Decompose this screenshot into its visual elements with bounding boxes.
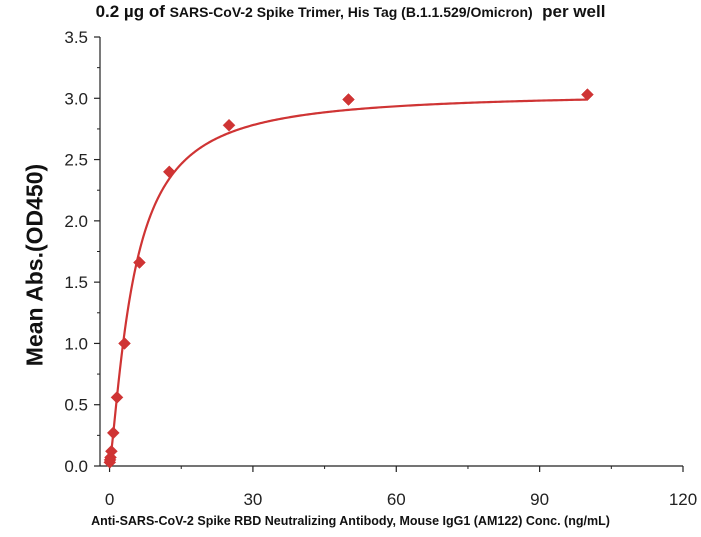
chart-title: 0.2 µg of SARS-CoV-2 Spike Trimer, His T… <box>0 2 701 22</box>
y-tick-label: 2.5 <box>64 151 88 170</box>
y-tick-label: 1.0 <box>64 334 88 353</box>
x-tick-label: 90 <box>530 490 549 509</box>
data-point <box>133 256 146 269</box>
chart-title-part-2: SARS-CoV-2 Spike Trimer, His Tag (B.1.1.… <box>169 4 533 20</box>
data-point <box>106 426 120 440</box>
x-tick-label: 30 <box>243 490 262 509</box>
x-tick-label: 0 <box>105 490 114 509</box>
x-tick-label: 60 <box>387 490 406 509</box>
y-tick-label: 2.0 <box>64 212 88 231</box>
chart-title-part-1: 0.2 µg of <box>95 2 170 21</box>
data-point <box>342 93 355 106</box>
data-point <box>162 165 176 179</box>
y-tick-label: 3.5 <box>64 28 88 47</box>
fit-curve-layer <box>108 98 588 465</box>
y-tick-label: 1.5 <box>64 273 88 292</box>
data-points-layer <box>103 88 594 469</box>
data-point <box>222 118 236 132</box>
y-tick-label: 0.5 <box>64 396 88 415</box>
data-point <box>118 337 131 350</box>
y-tick-label: 0.0 <box>64 457 88 476</box>
y-tick-label: 3.0 <box>64 89 88 108</box>
x-axis-label: Anti-SARS-CoV-2 Spike RBD Neutralizing A… <box>91 514 610 528</box>
data-point <box>105 444 118 458</box>
chart-title-part-3: per well <box>532 2 606 21</box>
fit-curve-line <box>108 98 588 465</box>
axes: 0.0 0.5 1.0 1.5 2.0 2.5 3.0 3.5 0 30 60 90 120 <box>64 28 697 509</box>
data-point <box>581 88 594 101</box>
data-point <box>110 391 124 404</box>
x-tick-label: 120 <box>669 490 697 509</box>
